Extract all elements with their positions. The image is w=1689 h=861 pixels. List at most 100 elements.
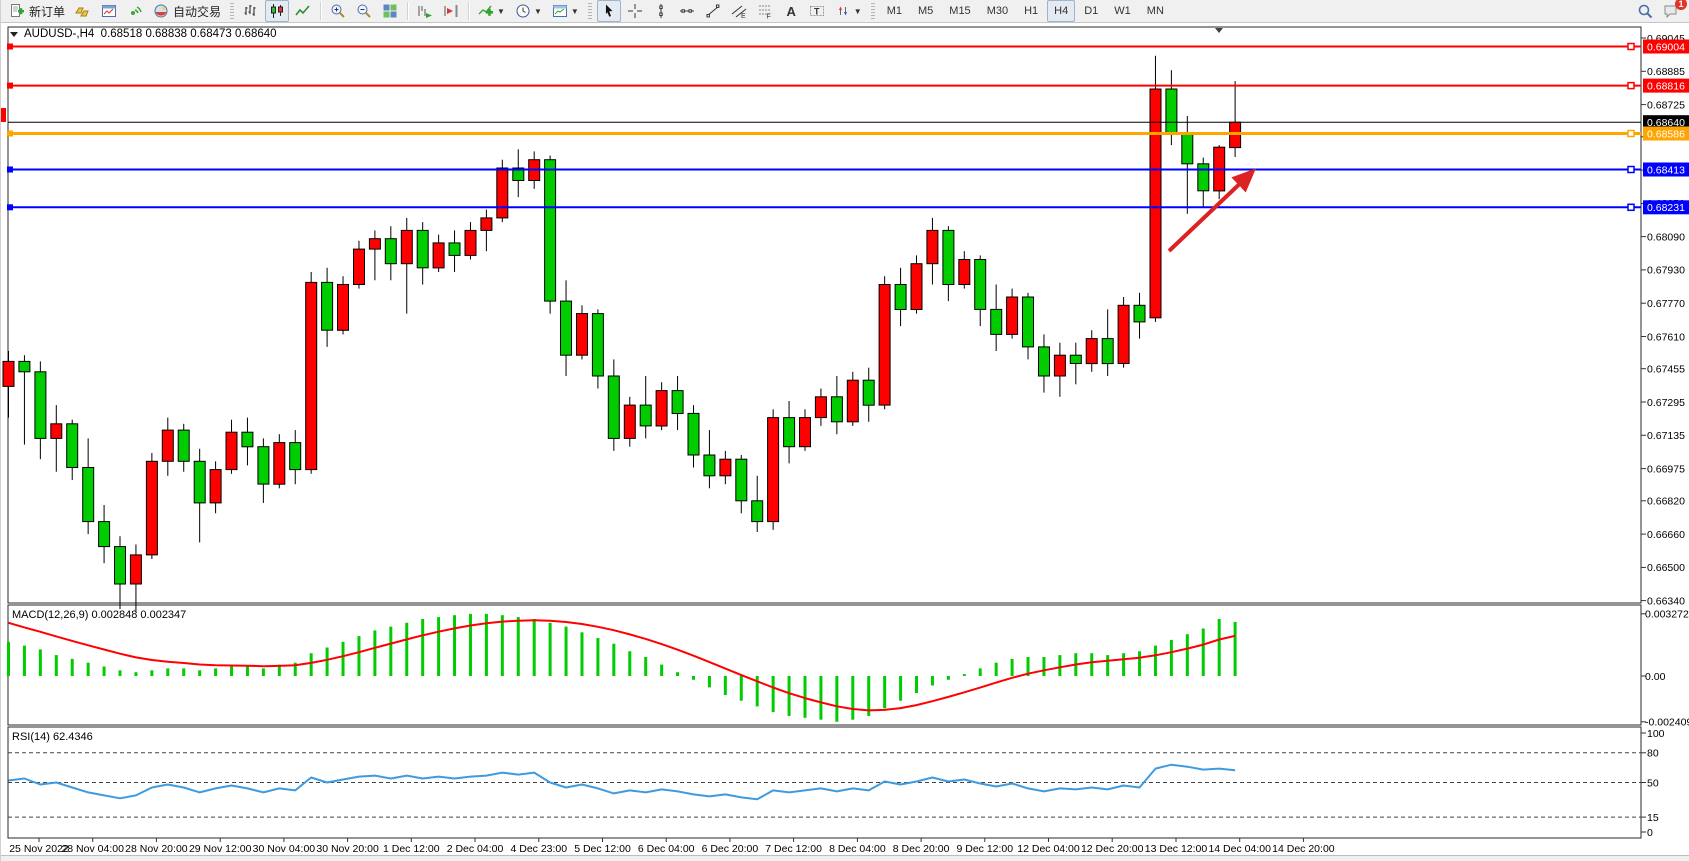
chevron-down-icon[interactable]: ▼	[570, 6, 579, 16]
trend-arrow[interactable]	[1167, 168, 1256, 253]
text-button[interactable]: A	[779, 0, 803, 22]
period-d1-button[interactable]: D1	[1084, 5, 1099, 17]
svg-text:E: E	[741, 13, 746, 19]
chart-window-button[interactable]	[97, 0, 121, 22]
candle	[114, 546, 126, 585]
label-button[interactable]: T	[805, 0, 829, 22]
zoom-in-button[interactable]	[326, 0, 350, 22]
channel-icon: E	[731, 5, 747, 19]
auto-scroll-button[interactable]	[413, 0, 437, 22]
cursor-button[interactable]	[596, 0, 621, 22]
line-anchor[interactable]	[1627, 81, 1635, 90]
chevron-down-icon[interactable]: ▼	[853, 6, 862, 16]
fibo-icon: F	[758, 5, 771, 19]
candle	[1085, 338, 1098, 365]
rsi-axis-label: 0	[1647, 827, 1653, 839]
periods-list-button[interactable]: ▼	[511, 0, 546, 22]
toolbar-grip[interactable]	[587, 3, 592, 19]
line-anchor[interactable]	[7, 130, 13, 137]
line-anchor[interactable]	[7, 82, 13, 89]
candle	[34, 371, 47, 439]
autoscroll-icon	[418, 6, 433, 18]
rsi-axis-label: 100	[1647, 728, 1665, 740]
period-mn-button[interactable]: MN	[1146, 5, 1164, 17]
period-w1-button[interactable]: W1	[1114, 5, 1131, 17]
line-chart-button[interactable]	[291, 0, 315, 22]
period-m15-button[interactable]: M15	[949, 5, 971, 17]
chart-shift-button[interactable]	[439, 0, 463, 22]
candlestick-button[interactable]	[265, 0, 290, 22]
rsi-line	[8, 763, 1236, 801]
horizontal-line-button[interactable]	[675, 0, 699, 22]
price-label-text: 0.68640	[1647, 117, 1685, 129]
line-anchor[interactable]	[1627, 203, 1635, 212]
channel-button[interactable]: E	[727, 0, 751, 22]
svg-text:T: T	[814, 7, 820, 17]
candle	[735, 458, 748, 502]
arrows-button[interactable]: ▼	[831, 0, 866, 22]
fibonacci-button[interactable]: F	[753, 0, 777, 22]
autotrading-button[interactable]: 自动交易	[149, 0, 225, 22]
candle	[846, 379, 859, 423]
time-tick-label: 29 Nov 12:00	[189, 843, 252, 855]
signal-button[interactable]	[123, 0, 147, 22]
crosshair-button[interactable]	[623, 0, 647, 22]
period-h1-button[interactable]: H1	[1024, 5, 1039, 17]
zoom-out-button[interactable]	[352, 0, 376, 22]
price-tick-label: 0.66975	[1647, 463, 1685, 475]
macd-axis-label: 0.00	[1645, 671, 1666, 683]
line-anchor[interactable]	[1627, 129, 1635, 138]
shift-icon	[444, 5, 458, 17]
period-m30-button[interactable]: M30	[986, 5, 1009, 17]
candle	[1101, 338, 1114, 365]
candle	[400, 229, 413, 265]
search-button[interactable]	[1633, 0, 1657, 22]
line-anchor[interactable]	[7, 43, 13, 50]
gold-button[interactable]	[71, 0, 95, 22]
gold-icon	[75, 7, 89, 17]
toolbar-grip[interactable]	[870, 3, 875, 19]
templates-button[interactable]: ▼	[548, 0, 583, 22]
candle	[560, 300, 572, 356]
vertical-line-button[interactable]	[649, 0, 673, 22]
toolbar-grip[interactable]	[230, 3, 235, 19]
time-tick-label: 8 Dec 20:00	[893, 843, 950, 855]
crosshair-icon	[627, 4, 642, 18]
macd-axis-label: -0.002409	[1645, 717, 1689, 729]
quick-trade-toggle-icon[interactable]	[10, 32, 18, 37]
bar-chart-button[interactable]	[239, 0, 263, 22]
price-label-text: 0.69004	[1647, 41, 1685, 53]
price-tick-label: 0.67930	[1647, 265, 1685, 277]
tile-windows-button[interactable]	[378, 0, 402, 22]
candle	[799, 417, 811, 448]
notifications-button[interactable]: 1	[1659, 0, 1687, 22]
chevron-down-icon[interactable]: ▼	[497, 6, 505, 16]
candle	[544, 159, 557, 302]
autotrade-icon	[154, 4, 168, 18]
time-tick-label: 13 Dec 12:00	[1145, 843, 1208, 855]
line-anchor[interactable]	[1627, 165, 1635, 174]
candle	[305, 281, 318, 471]
indicators-button[interactable]: ▼	[474, 0, 509, 22]
time-tick-label: 14 Dec 04:00	[1208, 843, 1271, 855]
chevron-down-icon[interactable]: ▼	[533, 6, 542, 16]
macd-axis-label: 0.003272	[1645, 609, 1689, 621]
line-anchor[interactable]	[7, 166, 13, 173]
new-order-button[interactable]: 新订单	[5, 0, 69, 22]
time-tick-label: 28 Nov 04:00	[61, 843, 124, 855]
chart-shift-marker[interactable]	[1215, 28, 1223, 33]
period-m5-button[interactable]: M5	[918, 5, 934, 17]
template-icon	[552, 5, 567, 17]
autotrading-button-label: 自动交易	[173, 4, 222, 19]
zoom-out-icon	[357, 4, 371, 18]
line-anchor[interactable]	[7, 204, 13, 211]
candle	[1181, 132, 1194, 165]
trendline-button[interactable]	[701, 0, 725, 22]
candle	[1149, 88, 1162, 319]
line-anchor[interactable]	[1627, 42, 1635, 51]
candle	[576, 313, 588, 356]
period-h4-button[interactable]: H4	[1047, 0, 1076, 22]
period-m1-button[interactable]: M1	[886, 5, 902, 17]
